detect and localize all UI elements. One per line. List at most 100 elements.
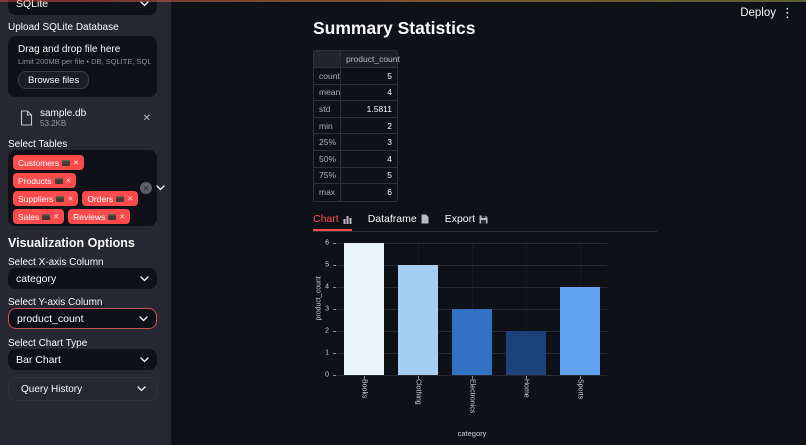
- table-tag-orders[interactable]: Orders ✕: [82, 191, 139, 206]
- file-dropzone[interactable]: Drag and drop file here Limit 200MB per …: [8, 36, 157, 97]
- table-index-cell: min: [314, 117, 341, 135]
- uploaded-file-row: sample.db 53.2KB ✕: [8, 104, 157, 132]
- table-index-cell: std: [314, 101, 341, 118]
- tab-export[interactable]: Export: [445, 213, 488, 231]
- visualization-options-heading: Visualization Options: [8, 236, 135, 250]
- x-axis-select-value: category: [16, 272, 57, 285]
- table-tag-label: Products: [18, 175, 52, 186]
- x-tick-label: Electronics: [468, 379, 476, 414]
- page-title: Summary Statistics: [313, 18, 476, 38]
- remove-tag-icon[interactable]: ✕: [67, 195, 74, 203]
- table-row: mean 4: [314, 84, 397, 102]
- table-value-cell: 6: [341, 184, 397, 201]
- y-tick-mark: [333, 243, 336, 244]
- remove-tag-icon[interactable]: ✕: [127, 195, 134, 203]
- tables-multiselect[interactable]: Customers ✕ Products ✕ Suppliers ✕ Orders ✕ Sale…: [8, 150, 165, 226]
- table-row: 50% 4: [314, 150, 397, 168]
- x-tick: Sports: [553, 379, 607, 413]
- y-tick-mark: [333, 309, 336, 310]
- sidebar: SQLite Upload SQLite Database Drag and d…: [0, 0, 171, 445]
- summary-stats-table[interactable]: product_count count 5 mean 4 std 1.5811 min 2 25…: [313, 50, 400, 202]
- remove-tag-icon[interactable]: ✕: [119, 213, 126, 221]
- chevron-down-icon: [139, 315, 148, 322]
- table-value-cell: 3: [341, 134, 397, 151]
- main-content: Deploy ⋮ Summary Statistics product_coun…: [171, 0, 806, 445]
- tab-bar: Chart Dataframe Export: [313, 213, 488, 231]
- table-value-column-header: product_count: [341, 51, 400, 68]
- y-axis-label: Select Y-axis Column: [8, 297, 103, 308]
- table-tag-customers[interactable]: Customers ✕: [13, 155, 84, 170]
- x-tick-label: Clothing: [414, 379, 422, 405]
- tab-chart[interactable]: Chart: [313, 213, 352, 231]
- y-tick-label: 4: [325, 283, 329, 291]
- chevron-down-icon[interactable]: [156, 185, 165, 191]
- y-tick-label: 1: [325, 349, 329, 357]
- tag-row: Customers ✕: [13, 155, 138, 170]
- card-file-box-icon: [108, 213, 117, 220]
- card-file-box-icon: [62, 159, 71, 166]
- tab-chart-label: Chart: [313, 213, 339, 225]
- clear-all-icon[interactable]: ✕: [140, 182, 153, 194]
- upload-label: Upload SQLite Database: [8, 22, 119, 33]
- uploaded-file-name: sample.db: [40, 107, 87, 119]
- chart-x-axis-title: category: [457, 429, 487, 438]
- y-tick-mark: [333, 375, 336, 376]
- browse-files-button[interactable]: Browse files: [18, 71, 90, 89]
- tag-row: Sales ✕ Reviews ✕: [13, 209, 138, 224]
- x-tick: Electronics: [445, 379, 499, 413]
- x-tick-mark: [580, 376, 581, 379]
- select-tables-label: Select Tables: [8, 139, 68, 150]
- card-file-box-icon: [56, 195, 65, 202]
- chart-type-label: Select Chart Type: [8, 338, 88, 349]
- y-tick-label: 5: [325, 261, 329, 269]
- table-value-cell: 1.5811: [341, 101, 397, 118]
- bar-slot: [553, 243, 607, 379]
- x-axis-select[interactable]: category: [8, 268, 157, 289]
- x-tick: Clothing: [391, 379, 445, 413]
- deploy-button[interactable]: Deploy: [740, 7, 776, 19]
- x-tick: Home: [499, 379, 553, 413]
- card-file-box-icon: [42, 213, 51, 220]
- top-decoration-bar: [0, 0, 806, 2]
- x-tick: Books: [337, 379, 391, 413]
- tab-dataframe[interactable]: Dataframe: [368, 213, 429, 231]
- x-tick-label: Sports: [576, 379, 584, 400]
- table-header-row: product_count: [314, 51, 400, 68]
- table-value-cell: 4: [341, 150, 397, 168]
- tab-export-label: Export: [444, 213, 476, 225]
- x-tick-mark: [418, 376, 419, 379]
- card-file-box-icon: [54, 177, 63, 184]
- query-history-expander[interactable]: Query History: [8, 377, 157, 401]
- chart-type-select[interactable]: Bar Chart: [8, 349, 157, 370]
- remove-tag-icon[interactable]: ✕: [53, 213, 60, 221]
- bar-home: [506, 331, 546, 375]
- table-index-cell: count: [314, 68, 341, 85]
- bar-clothing: [398, 265, 438, 375]
- overflow-menu-icon[interactable]: ⋮: [781, 5, 794, 20]
- y-axis-select[interactable]: product_count: [8, 308, 157, 329]
- remove-tag-icon[interactable]: ✕: [73, 159, 79, 167]
- chart-x-tick-labels: Books Clothing Electronics Home Sports: [337, 379, 607, 413]
- table-value-cell: 4: [341, 84, 397, 102]
- table-tag-suppliers[interactable]: Suppliers ✕: [13, 191, 79, 206]
- table-tag-reviews[interactable]: Reviews ✕: [68, 209, 131, 224]
- y-tick-label: 2: [325, 327, 329, 335]
- table-tag-sales[interactable]: Sales ✕: [13, 209, 65, 224]
- x-tick-label: Books: [360, 379, 368, 399]
- table-tag-products[interactable]: Products ✕: [13, 173, 77, 188]
- bar-slot: [337, 243, 391, 379]
- remove-tag-icon[interactable]: ✕: [65, 177, 72, 185]
- table-row: count 5: [314, 68, 397, 85]
- table-tag-label: Sales: [18, 211, 40, 222]
- table-tag-label: Reviews: [73, 211, 106, 222]
- db-type-select[interactable]: SQLite: [8, 0, 157, 15]
- remove-file-icon[interactable]: ✕: [142, 112, 151, 124]
- tab-divider: [313, 231, 657, 232]
- chart-plot-area: 0 1 2 3 4 5 6: [325, 240, 607, 379]
- table-tag-label: Orders: [87, 193, 114, 204]
- table-index-cell: 25%: [314, 134, 341, 151]
- file-icon: [20, 110, 33, 126]
- gridline: [337, 287, 607, 288]
- y-tick-label: 3: [325, 305, 329, 313]
